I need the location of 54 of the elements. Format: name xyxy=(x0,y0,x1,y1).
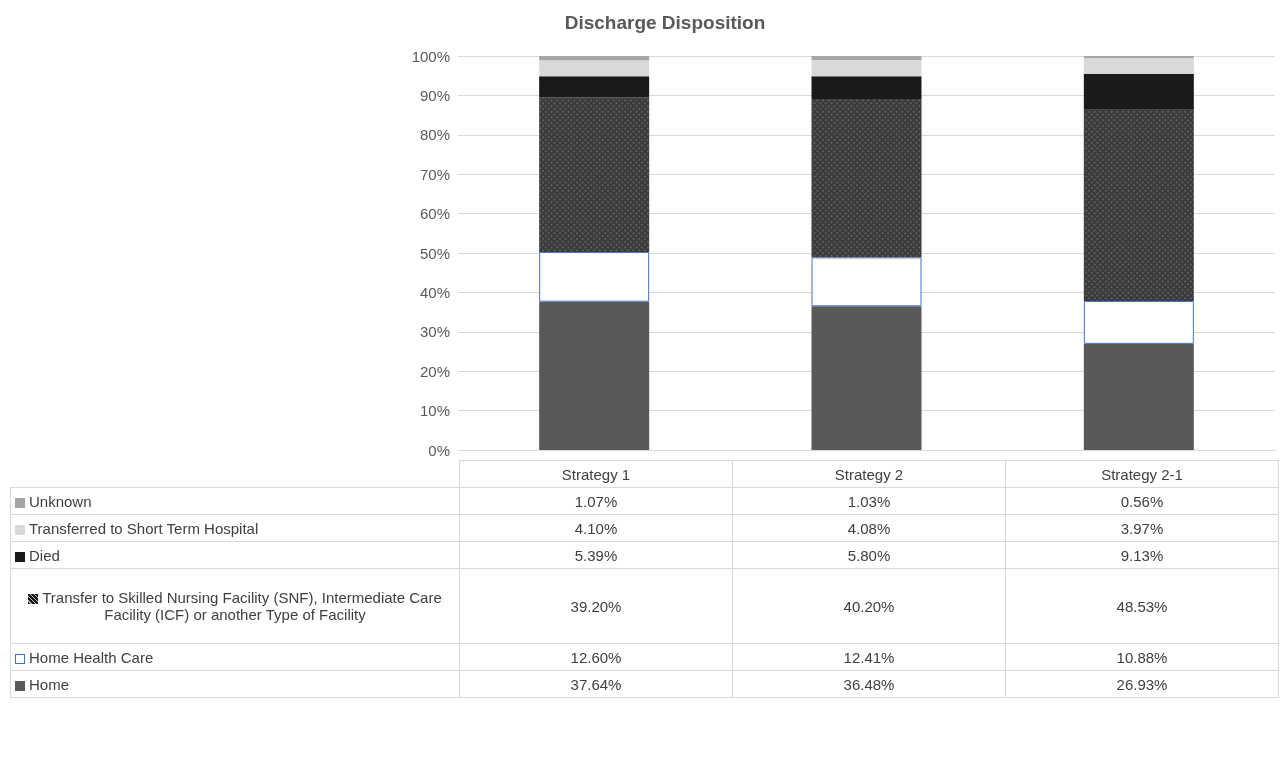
data-label: 4.08% xyxy=(732,514,1006,542)
data-label: 48.53% xyxy=(1005,568,1279,644)
y-tick-label: 80% xyxy=(419,126,450,144)
legend-label: Unknown xyxy=(10,487,460,515)
data-label: 5.80% xyxy=(732,541,1006,569)
legend-label: Home Health Care xyxy=(10,643,460,671)
bar xyxy=(811,257,922,307)
x-tick-label: Strategy 1 xyxy=(459,460,733,488)
bar xyxy=(1083,301,1194,344)
y-tick-label: 70% xyxy=(419,165,450,183)
legend-label: Home xyxy=(10,670,460,698)
bar xyxy=(539,252,650,302)
y-tick-label: 90% xyxy=(419,86,450,104)
bar xyxy=(811,306,922,450)
y-tick-label: 100% xyxy=(411,47,450,65)
y-tick-label: 30% xyxy=(419,323,450,341)
data-label: 1.03% xyxy=(732,487,1006,515)
data-label: 36.48% xyxy=(732,670,1006,698)
data-label: 26.93% xyxy=(1005,670,1279,698)
data-label: 1.07% xyxy=(459,487,733,515)
y-tick-label: 50% xyxy=(419,244,450,262)
legend-label: Transfer to Skilled Nursing Facility (SNF), Intermediate Care Facility (ICF) or another Type of Facility xyxy=(10,568,460,644)
bar xyxy=(539,76,650,98)
bar xyxy=(1083,58,1194,74)
bar xyxy=(811,56,922,61)
x-tick-label: Strategy 2-1 xyxy=(1005,460,1279,488)
bar xyxy=(539,56,650,61)
data-label: 37.64% xyxy=(459,670,733,698)
chart-title: Discharge Disposition xyxy=(564,12,766,33)
bar xyxy=(1083,343,1194,450)
y-tick-label: 60% xyxy=(419,205,450,223)
y-tick-label: 0% xyxy=(428,441,450,459)
bar xyxy=(1083,73,1194,110)
data-label: 5.39% xyxy=(459,541,733,569)
bar xyxy=(811,60,922,77)
legend-label: Died xyxy=(10,541,460,569)
bar xyxy=(1083,56,1194,59)
data-label: 10.88% xyxy=(1005,643,1279,671)
data-label: 0.56% xyxy=(1005,487,1279,515)
bar xyxy=(539,301,650,450)
y-tick-label: 40% xyxy=(419,283,450,301)
data-label: 12.41% xyxy=(732,643,1006,671)
legend-label: Transferred to Short Term Hospital xyxy=(10,514,460,542)
data-label: 9.13% xyxy=(1005,541,1279,569)
y-tick-label: 20% xyxy=(419,362,450,380)
data-label: 3.97% xyxy=(1005,514,1279,542)
data-label: 40.20% xyxy=(732,568,1006,644)
data-label: 4.10% xyxy=(459,514,733,542)
bar xyxy=(811,76,922,99)
y-tick-label: 10% xyxy=(419,402,450,420)
data-label: 39.20% xyxy=(459,568,733,644)
x-tick-label: Strategy 2 xyxy=(732,460,1006,488)
bar xyxy=(539,60,650,77)
data-label: 12.60% xyxy=(459,643,733,671)
